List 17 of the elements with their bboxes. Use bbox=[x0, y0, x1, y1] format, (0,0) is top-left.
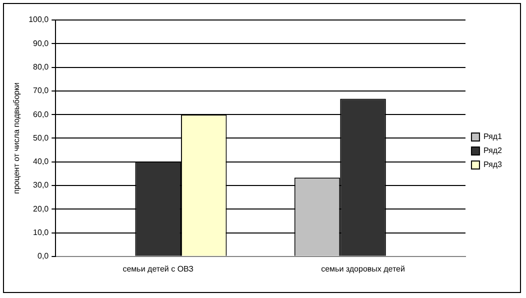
y-tick-label: 40,0 bbox=[33, 157, 50, 166]
y-tick-label: 30,0 bbox=[33, 180, 50, 190]
y-tick-label: 100,0 bbox=[28, 15, 50, 24]
y-tick-label: 10,0 bbox=[33, 228, 50, 237]
y-tick-label: 80,0 bbox=[33, 62, 50, 72]
y-tick-label: 0,0 bbox=[37, 252, 50, 261]
y-axis-title: процент от числа подвыборки bbox=[12, 82, 22, 194]
y-tick-label: 90,0 bbox=[33, 38, 50, 48]
legend-label: Ряд2 bbox=[483, 146, 503, 156]
y-tick-label: 70,0 bbox=[33, 86, 50, 96]
x-tick-label: семьи здоровых детей bbox=[321, 264, 405, 274]
y-tick-label: 50,0 bbox=[33, 133, 50, 142]
legend-label: Ряд1 bbox=[483, 132, 503, 142]
x-tick-label: семьи детей с ОВЗ bbox=[122, 264, 194, 274]
y-tick-label: 20,0 bbox=[33, 204, 50, 214]
y-tick-label: 60,0 bbox=[33, 110, 50, 119]
legend-label: Ряд3 bbox=[483, 160, 503, 170]
